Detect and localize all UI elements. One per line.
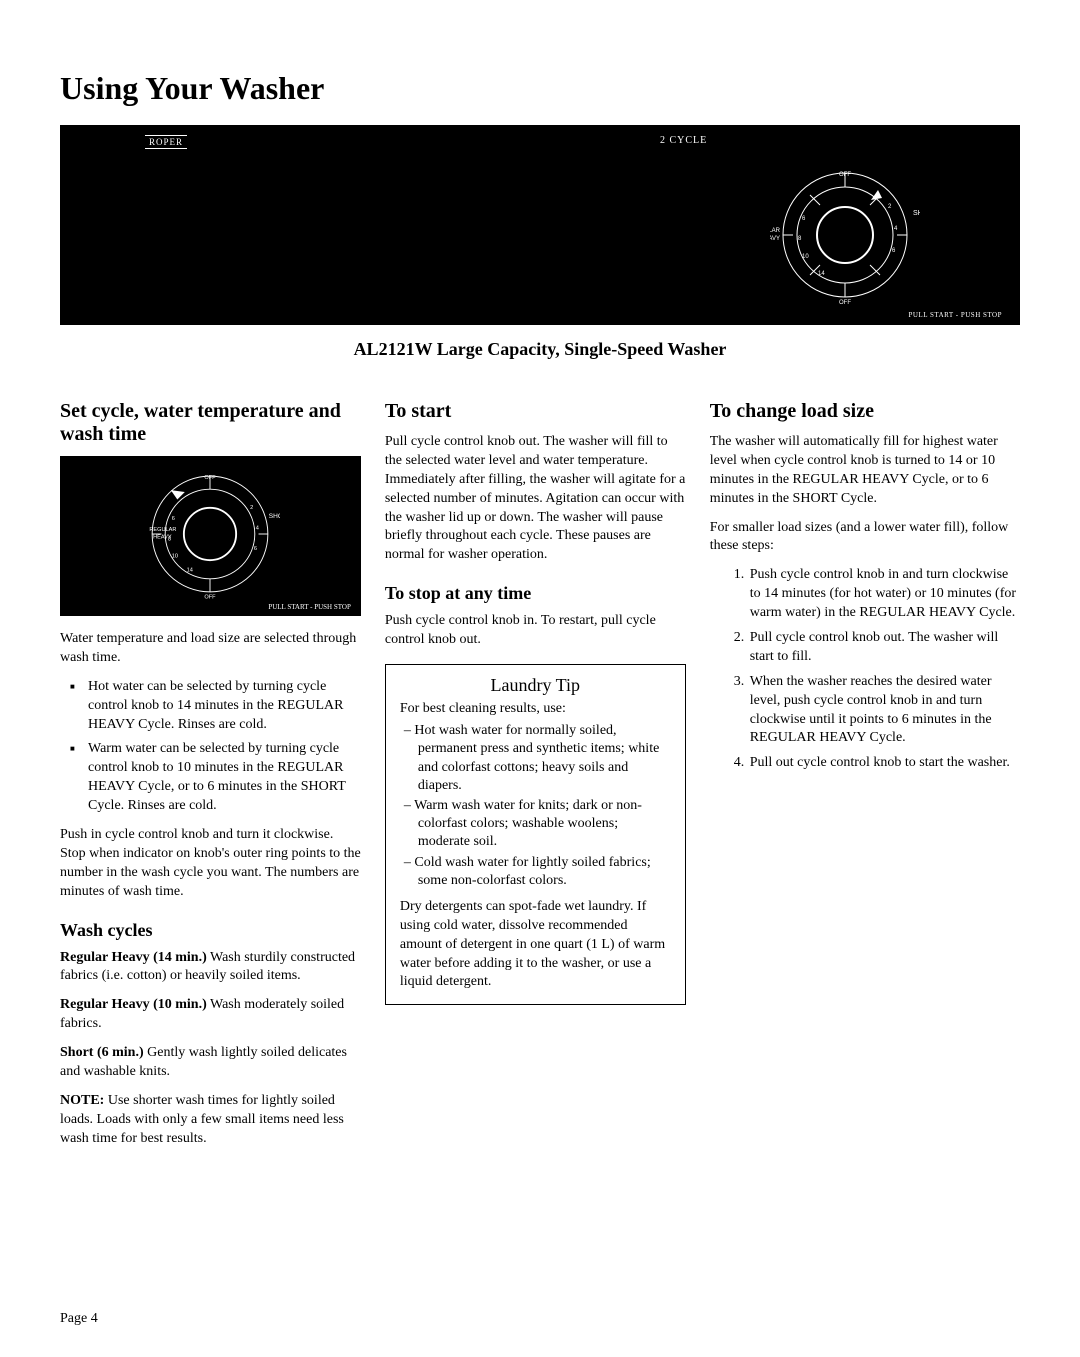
- dial-closeup-illustration: OFF SHORT REGULAR HEAVY OFF 2 4 6 6 8 10…: [60, 456, 361, 616]
- heading-set-cycle: Set cycle, water temperature and wash ti…: [60, 400, 361, 446]
- stop-body: Push cycle control knob in. To restart, …: [385, 612, 686, 650]
- column-3: To change load size The washer will auto…: [710, 400, 1020, 1159]
- pull-start-label: PULL START - PUSH STOP: [908, 311, 1002, 319]
- svg-text:REGULAR: REGULAR: [150, 527, 177, 533]
- svg-text:OFF: OFF: [205, 594, 217, 600]
- dial-short-label: SHORT: [913, 210, 920, 217]
- tip-cold: Cold wash water for lightly soiled fabri…: [404, 854, 671, 890]
- start-body: Pull cycle control knob out. The washer …: [385, 433, 686, 565]
- heading-to-start: To start: [385, 400, 686, 423]
- cycle-lead: Short (6 min.): [60, 1045, 144, 1060]
- model-caption: AL2121W Large Capacity, Single-Speed Was…: [60, 339, 1020, 360]
- tip-warm: Warm wash water for knits; dark or non-c…: [404, 797, 671, 852]
- step-1: Push cycle control knob in and turn cloc…: [748, 566, 1020, 623]
- note-lead: NOTE:: [60, 1093, 104, 1108]
- svg-text:2: 2: [888, 204, 892, 210]
- step-3: When the washer reaches the desired wate…: [748, 673, 1020, 749]
- bullet-hot: Hot water can be selected by turning cyc…: [88, 678, 361, 735]
- dial-regular-l2: HEAVY: [770, 236, 780, 242]
- svg-text:8: 8: [168, 537, 171, 543]
- page-title: Using Your Washer: [60, 70, 1020, 107]
- tip-hot: Hot wash water for normally soiled, perm…: [404, 722, 671, 795]
- content-columns: Set cycle, water temperature and wash ti…: [60, 400, 1020, 1159]
- cycle-lead: Regular Heavy (10 min.): [60, 997, 207, 1012]
- svg-text:8: 8: [798, 236, 802, 242]
- svg-text:4: 4: [256, 525, 259, 531]
- tip-intro: For best cleaning results, use:: [400, 700, 671, 718]
- brand-logo: ROPER: [145, 135, 187, 149]
- cycle-count-label: 2 CYCLE: [660, 135, 707, 146]
- svg-text:6: 6: [892, 248, 896, 254]
- load-steps: Push cycle control knob in and turn cloc…: [710, 566, 1020, 773]
- svg-text:14: 14: [187, 567, 193, 573]
- load-p1: The washer will automatically fill for h…: [710, 433, 1020, 509]
- cycle-note: NOTE: Use shorter wash times for lightly…: [60, 1092, 361, 1149]
- heading-load-size: To change load size: [710, 400, 1020, 423]
- heading-to-stop: To stop at any time: [385, 583, 686, 604]
- column-1: Set cycle, water temperature and wash ti…: [60, 400, 361, 1159]
- temp-bullet-list: Hot water can be selected by turning cyc…: [60, 678, 361, 816]
- svg-text:6: 6: [172, 516, 175, 522]
- cycle-lead: Regular Heavy (14 min.): [60, 950, 207, 965]
- dial-off-bottom: OFF: [839, 300, 851, 306]
- bullet-warm: Warm water can be selected by turning cy…: [88, 740, 361, 816]
- cycle-regular-14: Regular Heavy (14 min.) Wash sturdily co…: [60, 949, 361, 987]
- svg-text:SHORT: SHORT: [269, 513, 280, 520]
- svg-text:14: 14: [818, 271, 825, 277]
- heading-wash-cycles: Wash cycles: [60, 920, 361, 941]
- svg-text:6: 6: [254, 546, 257, 552]
- cycle-regular-10: Regular Heavy (10 min.) Wash moderately …: [60, 996, 361, 1034]
- tip-title: Laundry Tip: [400, 675, 671, 696]
- small-pull-label: PULL START - PUSH STOP: [268, 603, 351, 611]
- laundry-tip-box: Laundry Tip For best cleaning results, u…: [385, 664, 686, 1005]
- svg-text:4: 4: [894, 226, 898, 232]
- step-4: Pull out cycle control knob to start the…: [748, 754, 1020, 773]
- cycle-short: Short (6 min.) Gently wash lightly soile…: [60, 1044, 361, 1082]
- control-panel-illustration: ROPER 2 CYCLE OFF SHORT REGULAR HEAVY OF…: [60, 125, 1020, 325]
- svg-text:2: 2: [251, 505, 254, 511]
- tip-closing: Dry detergents can spot-fade wet laundry…: [400, 898, 671, 992]
- push-in-instruction: Push in cycle control knob and turn it c…: [60, 826, 361, 902]
- page-number: Page 4: [60, 1311, 98, 1327]
- tip-list: Hot wash water for normally soiled, perm…: [400, 722, 671, 890]
- cycle-dial: OFF SHORT REGULAR HEAVY OFF 2 4 6 6 8 10…: [770, 160, 920, 310]
- dial-regular-l1: REGULAR: [770, 228, 781, 234]
- svg-text:10: 10: [172, 553, 178, 559]
- load-p2: For smaller load sizes (and a lower wate…: [710, 519, 1020, 557]
- svg-text:10: 10: [802, 254, 809, 260]
- step-2: Pull cycle control knob out. The washer …: [748, 629, 1020, 667]
- column-2: To start Pull cycle control knob out. Th…: [385, 400, 686, 1159]
- temp-intro: Water temperature and load size are sele…: [60, 630, 361, 668]
- svg-text:6: 6: [802, 216, 806, 222]
